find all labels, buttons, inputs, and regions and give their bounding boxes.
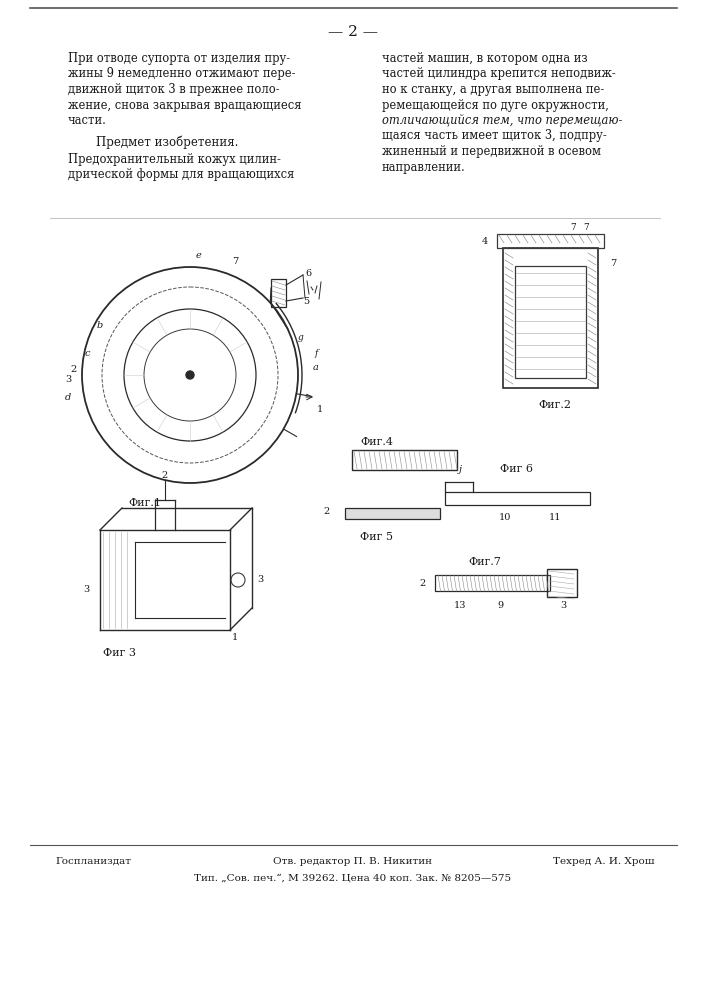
Text: жиненный и передвижной в осевом: жиненный и передвижной в осевом <box>382 145 601 158</box>
Text: — 2 —: — 2 — <box>328 25 378 39</box>
Bar <box>435 575 550 591</box>
Text: 10: 10 <box>499 512 511 522</box>
Text: j: j <box>459 466 462 475</box>
Text: направлении.: направлении. <box>382 160 466 174</box>
Text: Отв. редактор П. В. Никитин: Отв. редактор П. В. Никитин <box>274 857 433 866</box>
Bar <box>271 279 286 307</box>
Text: Предохранительный кожух цилин-: Предохранительный кожух цилин- <box>68 152 281 165</box>
Text: Фиг.7: Фиг.7 <box>469 557 501 567</box>
Text: c: c <box>84 349 90 358</box>
Text: 7: 7 <box>610 258 616 267</box>
Text: 3: 3 <box>65 375 71 384</box>
Text: части.: части. <box>68 114 107 127</box>
Text: Фиг 6: Фиг 6 <box>501 464 534 474</box>
Text: движной щиток 3 в прежнее поло-: движной щиток 3 в прежнее поло- <box>68 83 280 96</box>
Text: 9: 9 <box>497 600 503 609</box>
Bar <box>345 508 440 519</box>
Bar <box>515 266 586 378</box>
Text: Госпланиздат: Госпланиздат <box>55 857 131 866</box>
Text: 7: 7 <box>232 257 238 266</box>
Text: Фиг 5: Фиг 5 <box>361 532 394 542</box>
Text: 2: 2 <box>420 578 426 587</box>
Text: 13: 13 <box>454 600 466 609</box>
Bar <box>497 234 604 248</box>
Text: Фиг.1: Фиг.1 <box>129 498 161 508</box>
Text: 5: 5 <box>303 296 309 306</box>
Text: частей машин, в котором одна из: частей машин, в котором одна из <box>382 52 588 65</box>
Text: жины 9 немедленно отжимают пере-: жины 9 немедленно отжимают пере- <box>68 68 296 81</box>
Text: e: e <box>195 250 201 259</box>
Text: 2: 2 <box>71 365 77 374</box>
Text: 6: 6 <box>305 268 311 277</box>
Text: Техред А. И. Хрош: Техред А. И. Хрош <box>554 857 655 866</box>
Text: жение, снова закрывая вращающиеся: жение, снова закрывая вращающиеся <box>68 99 301 111</box>
Bar <box>547 569 577 597</box>
Text: ремещающейся по дуге окружности,: ремещающейся по дуге окружности, <box>382 99 609 111</box>
Text: 3: 3 <box>83 585 89 594</box>
Bar <box>503 248 598 388</box>
Text: дрической формы для вращающихся: дрической формы для вращающихся <box>68 168 294 181</box>
Text: щаяся часть имеет щиток 3, подпру-: щаяся часть имеет щиток 3, подпру- <box>382 129 607 142</box>
Text: 11: 11 <box>549 512 561 522</box>
Text: 2: 2 <box>162 471 168 480</box>
Bar <box>445 492 590 505</box>
Text: 3: 3 <box>560 600 566 609</box>
Text: При отводе супорта от изделия пру-: При отводе супорта от изделия пру- <box>68 52 290 65</box>
Text: Фиг 3: Фиг 3 <box>103 648 136 658</box>
Text: d: d <box>65 392 71 401</box>
Bar <box>352 450 457 470</box>
Text: 1: 1 <box>317 406 323 414</box>
Text: но к станку, а другая выполнена пе-: но к станку, а другая выполнена пе- <box>382 83 604 96</box>
Text: Предмет изобретения.: Предмет изобретения. <box>96 135 238 149</box>
Circle shape <box>186 371 194 379</box>
Text: 1: 1 <box>232 634 238 643</box>
Text: 7: 7 <box>583 224 589 232</box>
Text: b: b <box>97 320 103 330</box>
Text: Фиг.4: Фиг.4 <box>360 437 393 447</box>
Text: Тип. „Сов. печ.“, М 39262. Цена 40 коп. Зак. № 8205—575: Тип. „Сов. печ.“, М 39262. Цена 40 коп. … <box>194 873 512 882</box>
Text: a: a <box>313 362 319 371</box>
Text: отличающийся тем, что перемещаю-: отличающийся тем, что перемещаю- <box>382 114 622 127</box>
Text: 3: 3 <box>257 576 263 584</box>
Text: Фиг.2: Фиг.2 <box>539 400 571 410</box>
Text: 4: 4 <box>482 236 488 245</box>
Text: f: f <box>315 349 317 358</box>
Text: 2: 2 <box>324 508 330 516</box>
Text: g: g <box>298 332 304 342</box>
Text: частей цилиндра крепится неподвиж-: частей цилиндра крепится неподвиж- <box>382 68 616 81</box>
Text: 7: 7 <box>570 224 576 232</box>
